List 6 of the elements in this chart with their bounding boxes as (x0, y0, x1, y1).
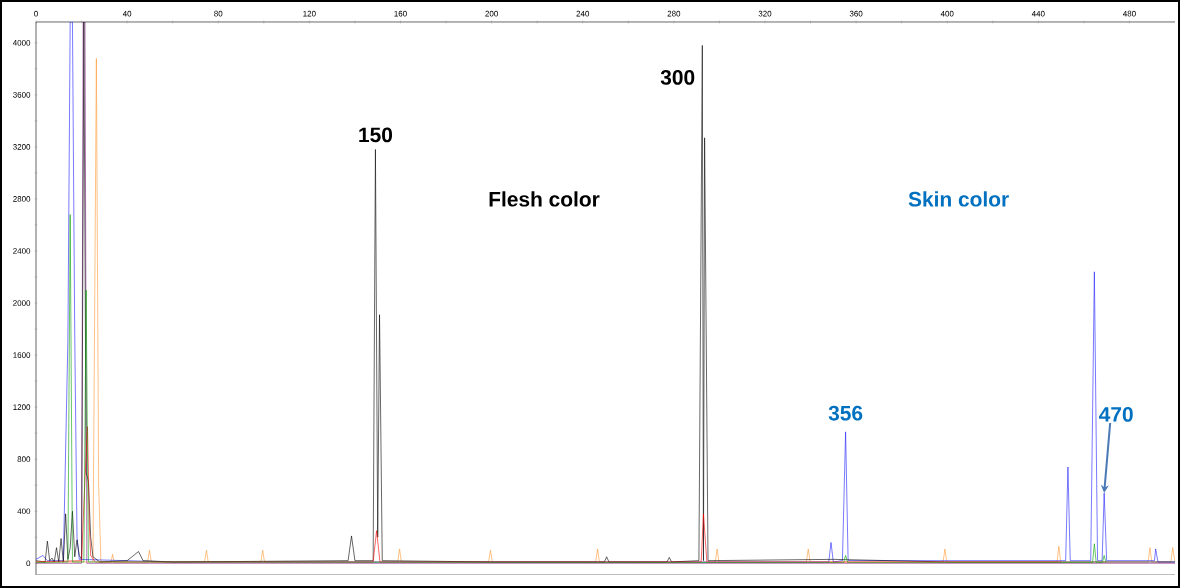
annotation: 300 (660, 69, 695, 85)
annotation: Flesh color (489, 191, 600, 207)
annotation: 356 (828, 405, 863, 421)
annotation: 150 (359, 127, 393, 143)
annotation: Skin color (908, 191, 1009, 207)
annotation: 470 (1099, 407, 1133, 422)
